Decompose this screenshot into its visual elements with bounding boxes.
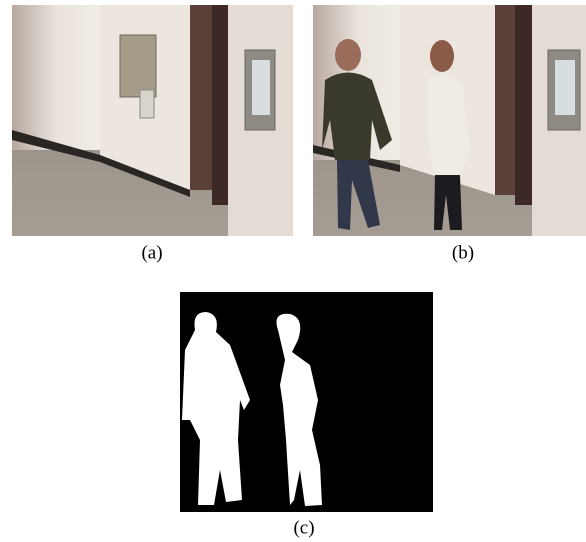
panel-caption: (c): [293, 517, 314, 538]
panel-caption: (b): [452, 242, 474, 263]
photo-a: [12, 5, 293, 236]
mask-c: [180, 292, 433, 512]
figure: (a) (b) (c): [0, 0, 586, 542]
photo-b: [313, 5, 586, 236]
panel-caption: (a): [141, 242, 162, 263]
